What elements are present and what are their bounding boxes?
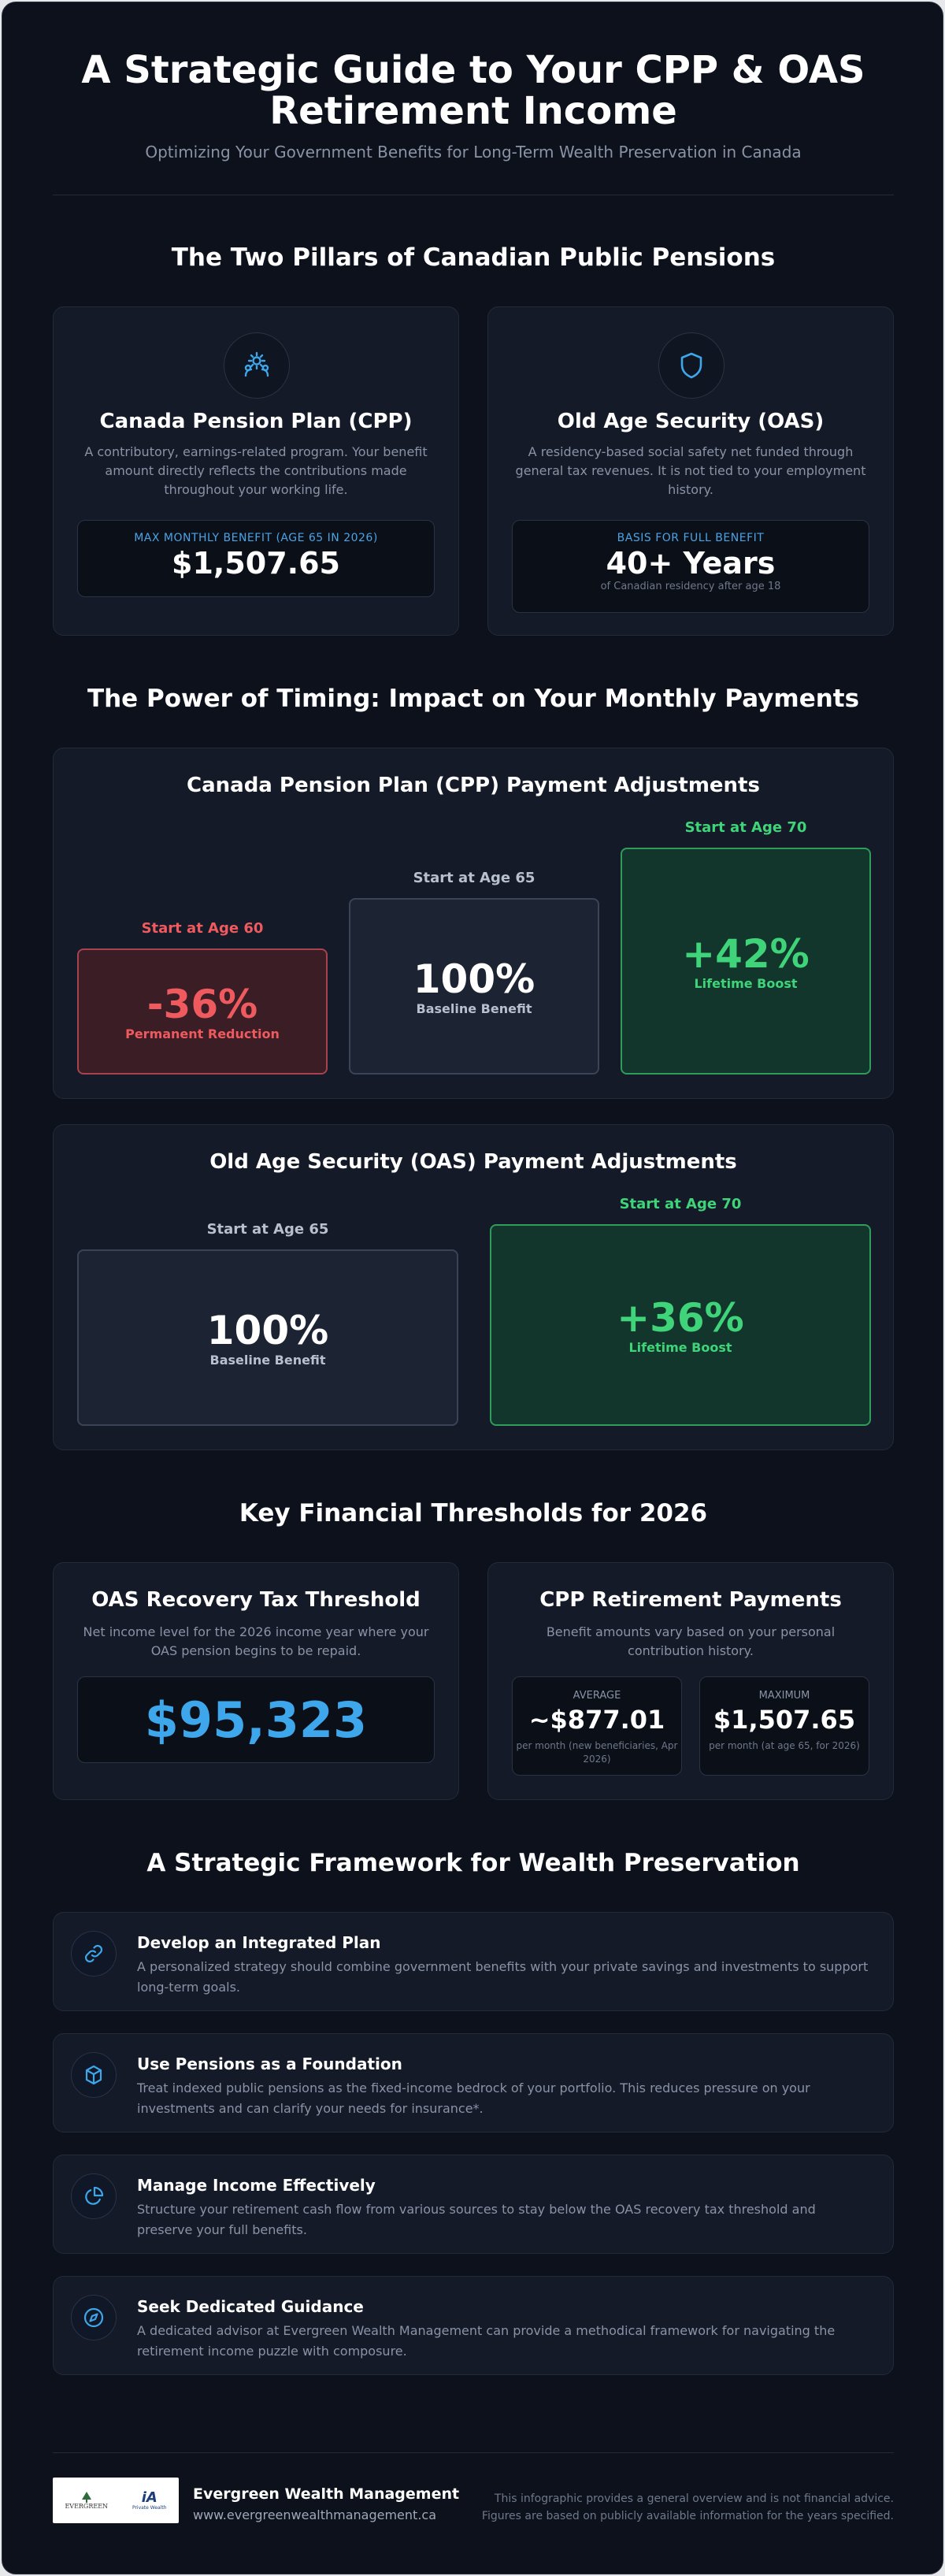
oas-age65-caption: Baseline Benefit xyxy=(209,1352,326,1368)
framework-item-title: Manage Income Effectively xyxy=(137,2176,376,2195)
oas-recovery-title: OAS Recovery Tax Threshold xyxy=(91,1588,421,1612)
cpp-age70-bar: +42% Lifetime Boost xyxy=(621,848,871,1075)
framework-item: Seek Dedicated Guidance A dedicated advi… xyxy=(53,2276,894,2375)
stat-label: MAX MONTHLY BENEFIT (AGE 65 IN 2026) xyxy=(134,532,378,544)
oas-title: Old Age Security (OAS) xyxy=(557,410,825,433)
cpp-age65-value: 100% xyxy=(413,956,536,1002)
framework-item-description: A personalized strategy should combine g… xyxy=(137,1959,869,1995)
timing-heading: The Power of Timing: Impact on Your Mont… xyxy=(87,685,860,713)
oas-pillar-card: Old Age Security (OAS) A residency-based… xyxy=(487,306,894,636)
cpp-pillar-card: Canada Pension Plan (CPP) A contributory… xyxy=(53,306,459,636)
cpp-age60-bar: -36% Permanent Reduction xyxy=(77,948,328,1075)
pie-chart-icon xyxy=(71,2173,117,2219)
shield-icon xyxy=(658,332,724,399)
oas-age70-bar: +36% Lifetime Boost xyxy=(490,1224,871,1426)
page-title: A Strategic Guide to Your CPP & OAS Reti… xyxy=(81,48,865,133)
oas-residency-box: BASIS FOR FULL BENEFIT 40+ Years of Cana… xyxy=(512,520,869,613)
stat-label: BASIS FOR FULL BENEFIT xyxy=(617,532,765,544)
average-note: per month (new beneficiaries, Apr 2026) xyxy=(516,1740,678,1765)
disclaimer: This infographic provides a general over… xyxy=(481,2492,894,2522)
brand-name: Evergreen Wealth Management xyxy=(193,2485,460,2503)
cpp-age65-bar: 100% Baseline Benefit xyxy=(349,898,599,1075)
framework-item-title: Seek Dedicated Guidance xyxy=(137,2297,364,2316)
oas-adjustments-title: Old Age Security (OAS) Payment Adjustmen… xyxy=(209,1150,737,1174)
brand-url[interactable]: www.evergreenwealthmanagement.ca xyxy=(193,2507,436,2522)
stat-value: 40+ Years xyxy=(606,546,776,581)
cpp-age70-value: +42% xyxy=(682,930,810,977)
oas-adjustments-card: Old Age Security (OAS) Payment Adjustmen… xyxy=(53,1124,894,1450)
framework-item-title: Develop an Integrated Plan xyxy=(137,1933,381,1952)
compass-icon xyxy=(71,2295,117,2340)
ia-logo: iA Private Wealth xyxy=(132,2489,167,2511)
maximum-note: per month (at age 65, for 2026) xyxy=(709,1740,860,1751)
framework-item-description: A dedicated advisor at Evergreen Wealth … xyxy=(137,2323,836,2359)
cpp-age60-caption: Permanent Reduction xyxy=(125,1026,280,1041)
cpp-adjustments-card: Canada Pension Plan (CPP) Payment Adjust… xyxy=(53,748,894,1099)
cpp-age70-label: Start at Age 70 xyxy=(684,819,807,836)
cpp-max-benefit-box: MAX MONTHLY BENEFIT (AGE 65 IN 2026) $1,… xyxy=(77,520,435,597)
footer-divider xyxy=(53,2452,894,2453)
page-subtitle: Optimizing Your Government Benefits for … xyxy=(145,143,802,161)
stat-note: of Canadian residency after age 18 xyxy=(600,581,781,592)
framework-item-title: Use Pensions as a Foundation xyxy=(137,2054,402,2073)
oas-description: A residency-based social safety net fund… xyxy=(515,444,866,497)
oas-recovery-card: OAS Recovery Tax Threshold Net income le… xyxy=(53,1562,459,1800)
cpp-payments-title: CPP Retirement Payments xyxy=(539,1588,842,1612)
framework-item-description: Treat indexed public pensions as the fix… xyxy=(137,2080,810,2116)
cpp-age70-caption: Lifetime Boost xyxy=(694,975,798,991)
framework-item-description: Structure your retirement cash flow from… xyxy=(137,2202,816,2237)
cpp-description: A contributory, earnings-related program… xyxy=(84,444,428,497)
oas-recovery-description: Net income level for the 2026 income yea… xyxy=(83,1624,429,1658)
average-label: AVERAGE xyxy=(573,1690,621,1702)
cpp-age65-label: Start at Age 65 xyxy=(413,870,536,886)
maximum-label: MAXIMUM xyxy=(758,1690,810,1702)
maximum-value: $1,507.65 xyxy=(713,1705,856,1735)
average-value: ~$877.01 xyxy=(528,1705,665,1735)
evergreen-logo: EVERGREEN xyxy=(65,2491,108,2510)
cpp-average-box: AVERAGE ~$877.01 per month (new benefici… xyxy=(512,1676,682,1776)
framework-item: Manage Income Effectively Structure your… xyxy=(53,2155,894,2254)
oas-age65-value: 100% xyxy=(206,1307,329,1353)
cube-icon xyxy=(71,2052,117,2098)
cpp-payments-description: Benefit amounts vary based on your perso… xyxy=(546,1624,836,1658)
cpp-title: Canada Pension Plan (CPP) xyxy=(99,410,413,433)
cpp-adjustments-title: Canada Pension Plan (CPP) Payment Adjust… xyxy=(187,774,760,797)
thresholds-heading: Key Financial Thresholds for 2026 xyxy=(239,1499,708,1527)
oas-age70-label: Start at Age 70 xyxy=(619,1196,742,1212)
cpp-payments-card: CPP Retirement Payments Benefit amounts … xyxy=(487,1562,894,1800)
oas-age65-label: Start at Age 65 xyxy=(206,1221,329,1238)
oas-age70-caption: Lifetime Boost xyxy=(628,1339,732,1355)
stat-value: $1,507.65 xyxy=(172,546,340,581)
gear-people-icon xyxy=(224,332,290,399)
oas-age65-bar: 100% Baseline Benefit xyxy=(77,1249,458,1426)
oas-recovery-value: $95,323 xyxy=(144,1691,368,1749)
oas-recovery-value-box: $95,323 xyxy=(77,1676,435,1763)
framework-item: Develop an Integrated Plan A personalize… xyxy=(53,1912,894,2011)
cpp-age60-value: -36% xyxy=(146,981,258,1027)
framework-heading: A Strategic Framework for Wealth Preserv… xyxy=(146,1849,800,1877)
brand-logo: EVERGREEN iA Private Wealth xyxy=(53,2478,179,2523)
tree-icon xyxy=(81,2491,91,2503)
cpp-age65-caption: Baseline Benefit xyxy=(416,1000,532,1016)
pillars-heading: The Two Pillars of Canadian Public Pensi… xyxy=(171,243,776,272)
cpp-maximum-box: MAXIMUM $1,507.65 per month (at age 65, … xyxy=(699,1676,869,1776)
link-icon xyxy=(71,1931,117,1977)
cpp-age60-label: Start at Age 60 xyxy=(141,920,264,937)
framework-item: Use Pensions as a Foundation Treat index… xyxy=(53,2033,894,2132)
oas-age70-value: +36% xyxy=(617,1294,744,1341)
